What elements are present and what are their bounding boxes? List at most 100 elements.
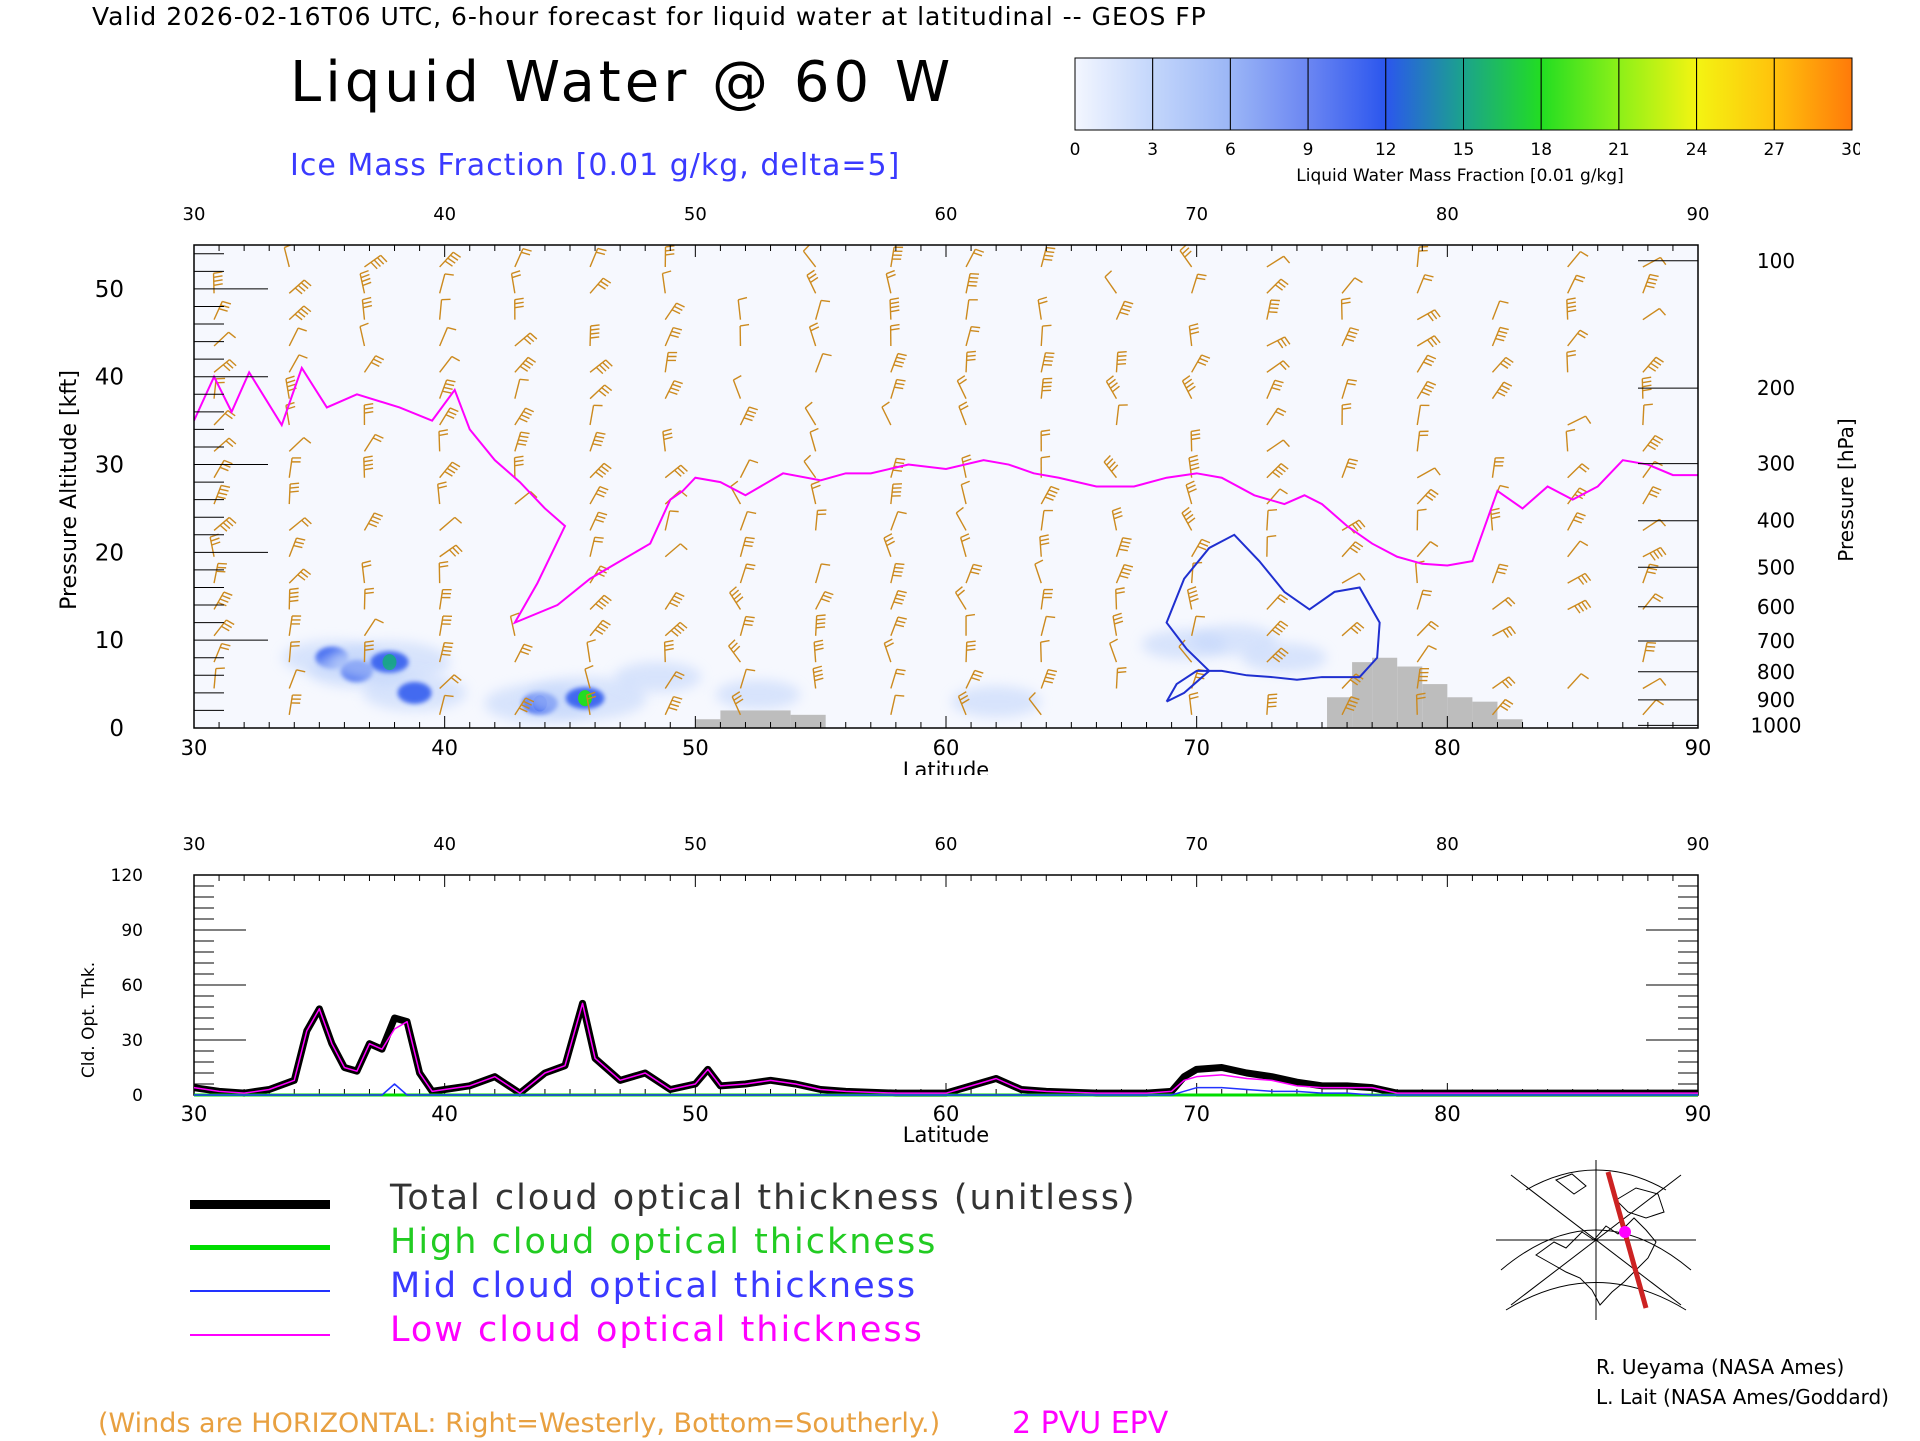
x-tick-label-lower: 40: [431, 1102, 458, 1126]
x-tick-label-top: 60: [935, 204, 958, 225]
liquid-water-blob: [614, 662, 701, 692]
x-tick-label-top: 50: [684, 204, 707, 225]
colorbar-tick-label: 21: [1608, 140, 1630, 160]
x-tick-label-top-lower: 70: [1185, 834, 1208, 855]
colorbar-cell: [1308, 58, 1386, 130]
colorbar-cell: [1075, 58, 1153, 130]
terrain-bar: [1472, 702, 1497, 728]
y-axis-label: Pressure Altitude [kft]: [57, 370, 82, 610]
terrain-bar: [1372, 658, 1397, 728]
legend-label-mid: Mid cloud optical thickness: [390, 1266, 917, 1306]
y-tick-label-lower: 120: [111, 866, 143, 886]
x-tick-label-lower: 90: [1685, 1102, 1712, 1126]
legend-swatch-high: [190, 1245, 330, 1250]
x-tick-label-top-lower: 80: [1436, 834, 1459, 855]
x-tick-label-lower: 80: [1434, 1102, 1461, 1126]
x-tick-label: 40: [431, 736, 458, 760]
liquid-water-peak: [383, 654, 397, 670]
legend-swatch-mid: [190, 1290, 330, 1292]
x-axis-label-lower: Latitude: [903, 1123, 989, 1147]
colorbar-tick-label: 24: [1686, 140, 1708, 160]
x-tick-label-lower: 50: [682, 1102, 709, 1126]
colorbar-cell: [1386, 58, 1464, 130]
legend-label-high: High cloud optical thickness: [390, 1222, 937, 1262]
location-marker-icon: [1619, 1226, 1631, 1238]
colorbar-cell: [1230, 58, 1308, 130]
cross-section-chart: 3030404050506060707080809090010203040501…: [0, 195, 1920, 775]
pvu-note: 2 PVU EPV: [1012, 1406, 1168, 1441]
colorbar-cell: [1541, 58, 1619, 130]
x-tick-label: 90: [1685, 736, 1712, 760]
colorbar-tick-label: 12: [1375, 140, 1397, 160]
pressure-tick-label: 300: [1757, 452, 1795, 476]
y-tick-label-lower: 0: [132, 1086, 143, 1106]
colorbar-cell: [1697, 58, 1775, 130]
x-tick-label-top: 70: [1185, 204, 1208, 225]
colorbar-cell: [1153, 58, 1231, 130]
colorbar-cell: [1464, 58, 1542, 130]
y-tick-label: 30: [95, 453, 124, 479]
x-tick-label-top: 30: [183, 204, 206, 225]
pressure-tick-label: 700: [1757, 629, 1795, 653]
x-tick-label-top: 80: [1436, 204, 1459, 225]
colorbar-tick-label: 6: [1225, 140, 1236, 160]
x-tick-label-top: 40: [433, 204, 456, 225]
y-tick-label: 20: [95, 540, 124, 566]
x-tick-label: 70: [1183, 736, 1210, 760]
pressure-tick-label: 800: [1757, 660, 1795, 684]
y-tick-label: 10: [95, 628, 124, 654]
y-tick-label: 0: [109, 716, 124, 742]
credit-line-1: R. Ueyama (NASA Ames): [1596, 1352, 1889, 1382]
y-tick-label: 40: [95, 365, 124, 391]
x-tick-label-lower: 70: [1183, 1102, 1210, 1126]
colorbar-label: Liquid Water Mass Fraction [0.01 g/kg]: [1296, 166, 1623, 186]
main-title: Liquid Water @ 60 W: [290, 50, 954, 115]
x-tick-label-top-lower: 30: [183, 834, 206, 855]
x-tick-label: 30: [181, 736, 208, 760]
terrain-bar: [1422, 684, 1447, 728]
colorbar-tick-label: 18: [1530, 140, 1552, 160]
x-tick-label-lower: 30: [181, 1102, 208, 1126]
legend-label-low: Low cloud optical thickness: [390, 1310, 924, 1350]
x-tick-label-top: 90: [1687, 204, 1710, 225]
liquid-water-blob: [716, 680, 801, 710]
colorbar-tick-label: 27: [1763, 140, 1785, 160]
colorbar-tick-label: 15: [1453, 140, 1475, 160]
liquid-water-blob: [1242, 643, 1327, 673]
x-tick-label-top-lower: 60: [935, 834, 958, 855]
y-tick-label-lower: 90: [121, 921, 143, 941]
y-axis-label-lower: Cld. Opt. Thk.: [79, 962, 99, 1078]
legend-swatch-low: [190, 1334, 330, 1336]
credits: R. Ueyama (NASA Ames) L. Lait (NASA Ames…: [1596, 1352, 1889, 1412]
legend-swatch-total: [190, 1200, 330, 1209]
pressure-tick-label: 900: [1757, 688, 1795, 712]
x-tick-label-top-lower: 90: [1687, 834, 1710, 855]
y-tick-label-lower: 60: [121, 976, 143, 996]
x-tick-label-top-lower: 50: [684, 834, 707, 855]
colorbar-tick-label: 9: [1303, 140, 1314, 160]
liquid-water-core: [398, 682, 432, 704]
terrain-bar: [1497, 719, 1522, 728]
x-axis-label: Latitude: [903, 758, 989, 775]
x-tick-label: 80: [1434, 736, 1461, 760]
x-tick-label: 50: [682, 736, 709, 760]
colorbar-cell: [1774, 58, 1852, 130]
credit-line-2: L. Lait (NASA Ames/Goddard): [1596, 1382, 1889, 1412]
subtitle: Ice Mass Fraction [0.01 g/kg, delta=5]: [290, 148, 900, 183]
terrain-bar: [695, 719, 720, 728]
locator-map: [1496, 1160, 1696, 1320]
x-tick-label-top-lower: 40: [433, 834, 456, 855]
header-line: Valid 2026-02-16T06 UTC, 6-hour forecast…: [92, 2, 1207, 31]
y-tick-label-lower: 30: [121, 1031, 143, 1051]
pressure-axis-label: Pressure [hPa]: [1834, 418, 1858, 561]
colorbar-tick-label: 0: [1070, 140, 1081, 160]
legend-label-total: Total cloud optical thickness (unitless): [390, 1178, 1137, 1218]
colorbar-tick-label: 30: [1841, 140, 1860, 160]
pressure-tick-label: 200: [1757, 376, 1795, 400]
x-tick-label: 60: [933, 736, 960, 760]
pressure-tick-label: 600: [1757, 595, 1795, 619]
winds-note: (Winds are HORIZONTAL: Right=Westerly, B…: [98, 1408, 940, 1439]
terrain-bar: [1352, 662, 1372, 728]
terrain-bar: [1447, 697, 1472, 728]
